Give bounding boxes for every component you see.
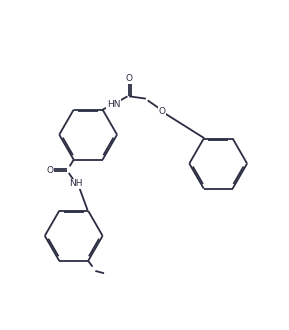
Text: NH: NH xyxy=(69,179,83,188)
Text: O: O xyxy=(125,75,132,83)
Text: HN: HN xyxy=(107,100,120,109)
Text: O: O xyxy=(47,166,53,175)
Text: O: O xyxy=(159,107,166,116)
